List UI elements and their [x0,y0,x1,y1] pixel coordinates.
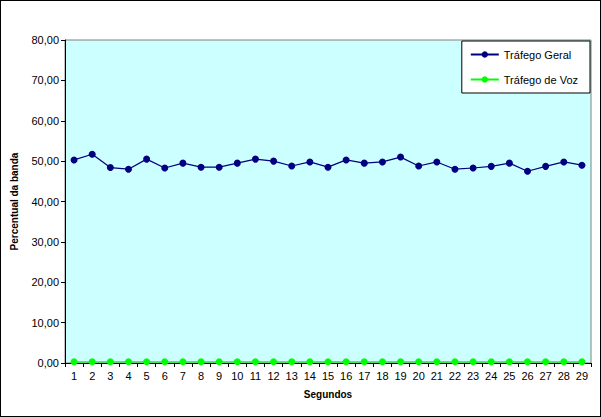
svg-text:17: 17 [358,370,370,382]
svg-text:11: 11 [250,370,261,382]
svg-text:40,00: 40,00 [31,196,59,208]
svg-text:24: 24 [485,370,497,382]
svg-text:70,00: 70,00 [31,74,59,86]
svg-text:0,00: 0,00 [38,357,59,369]
svg-text:28: 28 [558,370,570,382]
svg-text:7: 7 [180,370,186,382]
svg-text:20,00: 20,00 [31,276,59,288]
svg-text:5: 5 [144,370,150,382]
svg-text:10,00: 10,00 [31,317,59,329]
svg-text:16: 16 [340,370,352,382]
svg-text:Tráfego Geral: Tráfego Geral [504,49,571,61]
svg-text:6: 6 [162,370,168,382]
svg-text:12: 12 [267,370,279,382]
svg-text:27: 27 [540,370,552,382]
svg-text:9: 9 [216,370,222,382]
svg-text:15: 15 [322,370,334,382]
svg-text:Tráfego de Voz: Tráfego de Voz [504,74,578,86]
svg-text:13: 13 [286,370,298,382]
svg-text:8: 8 [198,370,204,382]
svg-text:10: 10 [231,370,243,382]
svg-text:14: 14 [304,370,316,382]
svg-text:18: 18 [376,370,388,382]
svg-text:19: 19 [394,370,406,382]
svg-text:30,00: 30,00 [31,236,59,248]
svg-text:3: 3 [107,370,113,382]
svg-text:23: 23 [467,370,479,382]
svg-text:29: 29 [576,370,588,382]
svg-text:60,00: 60,00 [31,115,59,127]
svg-text:20: 20 [413,370,425,382]
svg-text:Segundos: Segundos [304,389,353,400]
svg-text:Percentual da banda: Percentual da banda [9,152,20,250]
svg-text:22: 22 [449,370,461,382]
svg-text:1: 1 [71,370,77,382]
svg-text:50,00: 50,00 [31,155,59,167]
svg-text:25: 25 [503,370,515,382]
svg-text:80,00: 80,00 [31,34,59,46]
svg-text:2: 2 [89,370,95,382]
svg-text:21: 21 [431,370,443,382]
svg-text:4: 4 [125,370,131,382]
svg-text:26: 26 [521,370,533,382]
